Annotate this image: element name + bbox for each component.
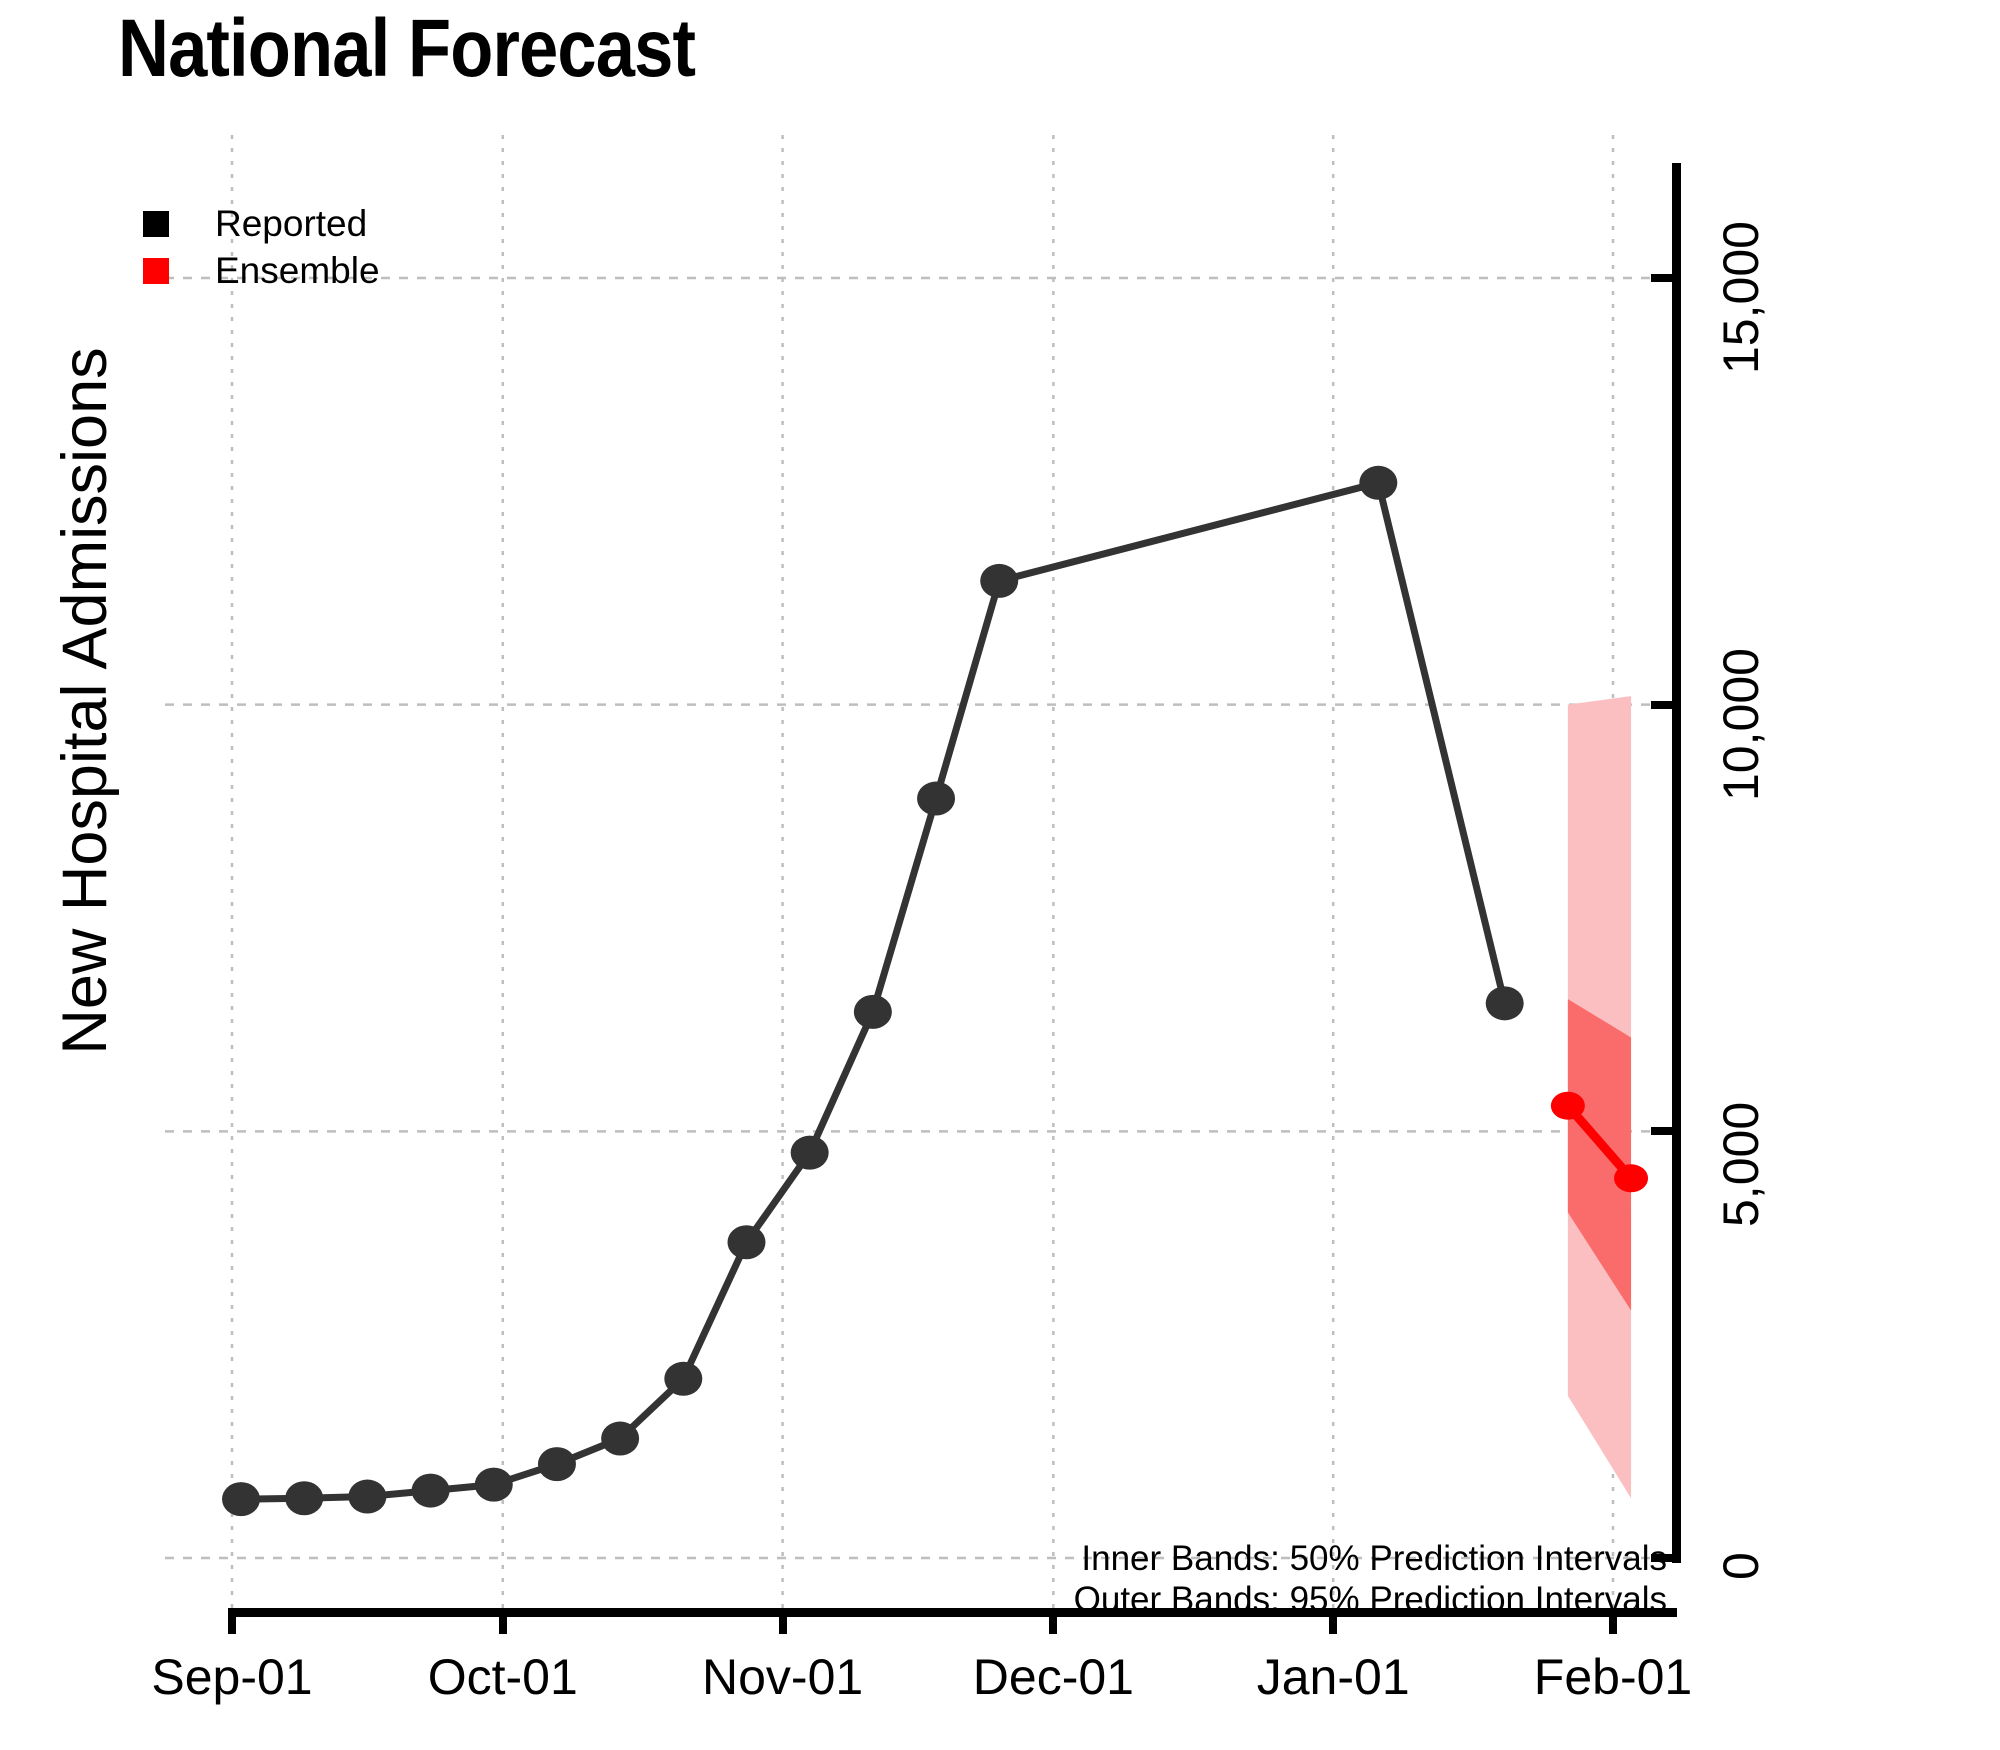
ensemble-point [1614, 1164, 1649, 1193]
y-axis-line [1672, 163, 1681, 1563]
y-axis-title: New Hospital Admissions [50, 347, 120, 1055]
legend: Reported Ensemble [143, 200, 443, 294]
x-axis-tick [778, 1608, 787, 1634]
reported-point [727, 1225, 766, 1260]
reported-point [222, 1482, 261, 1517]
reported-line [237, 479, 1509, 1503]
legend-swatch-ensemble [143, 257, 169, 284]
x-axis-tick-label: Oct-01 [427, 1649, 578, 1705]
reported-point [1485, 986, 1524, 1021]
reported-point [285, 1481, 324, 1516]
y-axis-tick-label: 15,000 [1713, 221, 1769, 374]
reported-point [853, 994, 892, 1029]
footnote-line-inner: Inner Bands: 50% Prediction Intervals [1081, 1539, 1667, 1578]
plot-area [165, 135, 1655, 1615]
reported-point [917, 781, 956, 816]
reported-point [790, 1135, 829, 1170]
y-axis-tick [1651, 1127, 1676, 1136]
footnote: Inner Bands: 50% Prediction Intervals Ou… [1074, 1538, 1667, 1620]
x-axis-tick [228, 1608, 236, 1634]
legend-label-reported: Reported [215, 203, 368, 244]
x-axis-tick [1049, 1608, 1058, 1634]
series-group [222, 465, 1649, 1517]
legend-item-ensemble[interactable]: Ensemble [143, 247, 443, 294]
reported-point [664, 1361, 703, 1396]
reported-point [411, 1473, 450, 1508]
reported-point [474, 1467, 513, 1502]
x-axis-tick-label: Jan-01 [1256, 1649, 1410, 1705]
x-axis-tick-label: Nov-01 [702, 1649, 864, 1705]
y-axis-tick-label: 5,000 [1713, 1102, 1769, 1228]
x-axis-tick-label: Sep-01 [151, 1649, 313, 1705]
ensemble-point [1550, 1091, 1585, 1120]
y-axis-tick [1651, 700, 1676, 709]
footnote-line-outer: Outer Bands: 95% Prediction Intervals [1073, 1580, 1667, 1619]
page-title: National Forecast [118, 3, 696, 94]
legend-item-reported[interactable]: Reported [143, 200, 443, 247]
plot-canvas [165, 135, 1655, 1615]
y-axis-tick-label: 0 [1713, 1552, 1769, 1580]
legend-swatch-reported [143, 210, 169, 237]
x-axis-tick [1609, 1608, 1617, 1634]
y-axis-tick [1651, 274, 1676, 282]
y-axis-tick [1651, 1554, 1676, 1562]
x-axis-tick [498, 1608, 507, 1634]
gridlines [165, 135, 1655, 1615]
reported-point [980, 563, 1019, 598]
x-axis-tick-label: Dec-01 [972, 1649, 1134, 1705]
ensemble-line [1563, 1101, 1636, 1183]
x-axis-tick-label: Feb-01 [1533, 1649, 1693, 1705]
legend-label-ensemble: Ensemble [215, 250, 380, 291]
reported-point [1359, 465, 1398, 500]
reported-point [537, 1447, 576, 1482]
x-axis-tick [1329, 1608, 1338, 1634]
reported-point [348, 1479, 387, 1514]
x-axis-line [232, 1608, 1677, 1617]
reported-point [601, 1421, 640, 1456]
y-axis-tick-label: 10,000 [1713, 647, 1769, 801]
band-50 [1567, 999, 1632, 1311]
